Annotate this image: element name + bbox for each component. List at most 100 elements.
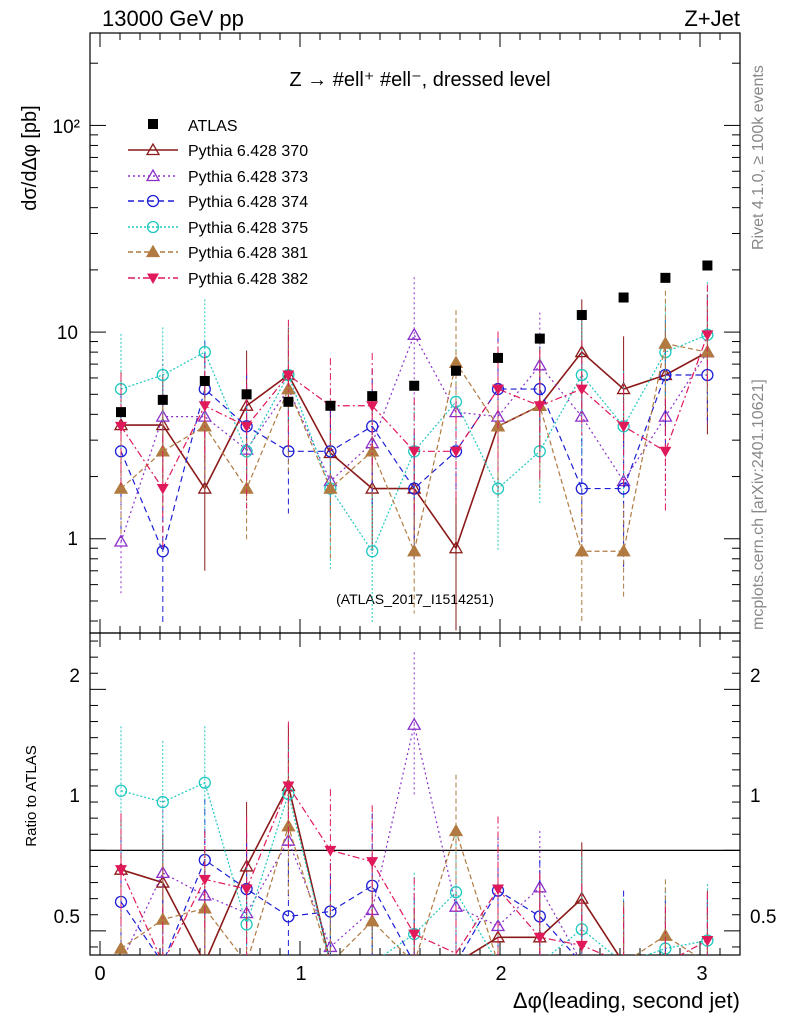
- point-381: [574, 543, 589, 557]
- point-370: [448, 540, 464, 554]
- legend-label-375: Pythia 6.428 375: [188, 220, 308, 237]
- axis-tick-labels: 0 1 2 3 1 10 10² 0.5 1 2 0.5 1 2: [53, 117, 777, 985]
- legend-marker-381: [145, 244, 161, 258]
- ratio-plot-frame: [89, 632, 741, 956]
- ratio-tick-label-2: 2: [69, 666, 80, 687]
- ratio-tick-label-right-0-5: 0.5: [750, 907, 776, 928]
- point-382: [366, 401, 379, 412]
- ratio-tick-label-right-2: 2: [750, 666, 761, 687]
- point-atlas: [199, 375, 210, 386]
- point-382: [115, 421, 127, 433]
- legend-marker-373: [145, 168, 161, 182]
- point-382: [492, 384, 504, 396]
- point-382: [575, 384, 588, 396]
- legend-label-382: Pythia 6.428 382: [188, 271, 308, 288]
- point-atlas: [702, 260, 713, 271]
- point-382: [240, 421, 253, 433]
- point-atlas: [451, 365, 461, 376]
- ratio-point-375: [114, 784, 128, 797]
- point-atlas: [534, 333, 545, 344]
- ratio-point-382: [575, 940, 588, 952]
- ratio-point-370: [239, 859, 254, 872]
- point-382: [617, 421, 630, 433]
- point-atlas: [409, 380, 420, 391]
- ratio-point-382: [324, 845, 337, 857]
- point-381: [616, 543, 631, 557]
- point-375: [366, 545, 379, 558]
- point-381: [658, 336, 673, 349]
- ratio-tick-label-right-1: 1: [750, 786, 761, 807]
- ratio-point-382: [282, 781, 295, 792]
- point-382: [450, 446, 462, 458]
- point-atlas: [576, 309, 587, 320]
- ratio-point-382: [115, 865, 127, 876]
- point-382: [282, 370, 295, 382]
- point-atlas: [367, 391, 378, 402]
- point-381: [323, 481, 338, 494]
- point-370: [197, 481, 212, 494]
- point-375: [156, 368, 169, 382]
- series-line-373: [120, 333, 708, 542]
- ratio-line-370: [120, 783, 620, 955]
- point-381: [281, 381, 296, 395]
- ratio-plot: [90, 652, 740, 955]
- x-tick-label-0: 0: [94, 963, 105, 985]
- mcplots-label: mcplots.cern.ch [arXiv:2401.10621]: [750, 379, 767, 630]
- x-axis-label: Δφ(leading, second jet): [513, 988, 740, 1013]
- point-atlas: [157, 394, 168, 405]
- legend-marker-382: [147, 273, 159, 284]
- y-axis-label: dσ/dΔφ [pb]: [19, 105, 41, 210]
- ratio-point-382: [366, 857, 379, 868]
- chart-title: Z → #ell⁺ #ell⁻, dressed level: [289, 69, 550, 91]
- point-382: [198, 401, 211, 412]
- ratio-point-375: [198, 776, 211, 789]
- point-atlas: [325, 400, 336, 411]
- legend-marker-374: [146, 194, 160, 208]
- ratio-line-374: [120, 859, 576, 955]
- point-381: [113, 481, 129, 494]
- ratio-line-373: [124, 724, 579, 955]
- legend-label-370: Pythia 6.428 370: [188, 143, 308, 160]
- ratio-line-382: [120, 784, 708, 955]
- point-atlas: [283, 396, 294, 407]
- header-right: Z+Jet: [684, 6, 740, 31]
- legend-marker-370: [145, 142, 161, 156]
- x-tick-label-3: 3: [696, 963, 707, 985]
- point-373: [407, 327, 422, 340]
- point-381: [365, 443, 380, 457]
- point-374: [575, 482, 588, 495]
- x-tick-label-2: 2: [495, 963, 506, 985]
- legend-label-374: Pythia 6.428 374: [188, 194, 308, 211]
- y-tick-label-10: 10: [57, 323, 78, 344]
- point-382: [659, 446, 672, 458]
- legend-label-381: Pythia 6.428 381: [188, 245, 308, 262]
- y-tick-label-1: 1: [67, 529, 78, 550]
- ratio-point-382: [408, 929, 421, 941]
- header-left: 13000 GeV pp: [102, 6, 244, 31]
- ratio-point-382: [240, 884, 253, 895]
- series-line-374: [120, 374, 708, 554]
- point-382: [533, 401, 546, 412]
- ratio-point-373: [490, 918, 506, 932]
- rivet-label: Rivet 4.1.0, ≥ 100k events: [750, 65, 767, 250]
- point-atlas: [241, 389, 252, 400]
- main-plot: [113, 260, 715, 631]
- point-375: [575, 368, 588, 382]
- ratio-y-axis-label: Ratio to ATLAS: [23, 745, 40, 846]
- legend-label-373: Pythia 6.428 373: [188, 169, 308, 186]
- x-tick-label-1: 1: [295, 963, 306, 985]
- watermark: (ATLAS_2017_I1514251): [336, 591, 494, 607]
- ratio-point-381: [365, 913, 380, 927]
- point-381: [448, 355, 464, 368]
- ratio-point-382: [701, 936, 714, 947]
- legend-label-atlas: ATLAS: [188, 118, 238, 135]
- point-382: [156, 484, 169, 495]
- ratio-point-373: [155, 865, 170, 879]
- ratio-point-381: [448, 823, 464, 837]
- point-373: [155, 409, 170, 422]
- point-atlas: [660, 272, 671, 283]
- ratio-point-382: [198, 874, 211, 886]
- point-373: [113, 534, 129, 547]
- point-375: [491, 482, 505, 495]
